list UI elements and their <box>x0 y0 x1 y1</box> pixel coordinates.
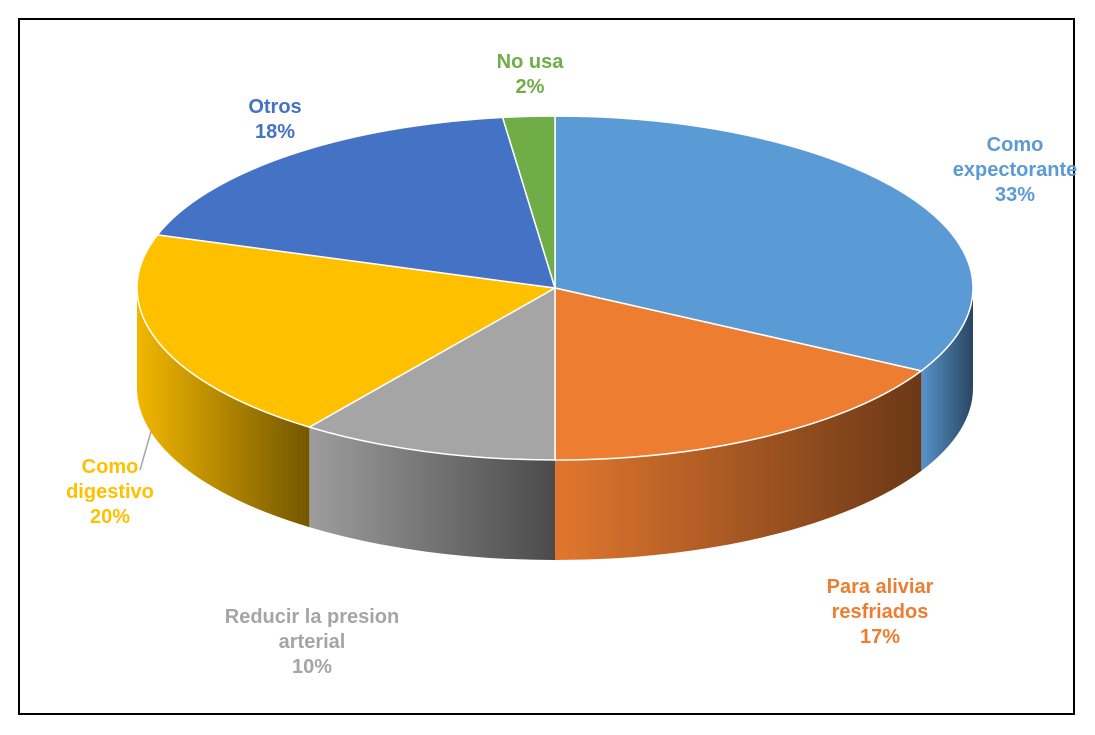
leader-line <box>139 427 153 471</box>
value-label: 18% <box>254 121 296 143</box>
slice <box>156 116 557 289</box>
slice <box>307 286 556 461</box>
category-label: Otros <box>248 96 302 118</box>
data-label: No usa 2% <box>480 50 580 100</box>
category-label: Como digestivo <box>66 456 154 503</box>
side-shade <box>921 288 973 471</box>
slice <box>136 234 558 428</box>
slice <box>554 287 924 461</box>
data-label: Como digestivo 20% <box>55 455 165 530</box>
category-label: Como expectorante <box>952 134 1078 181</box>
value-label: 2% <box>515 76 545 98</box>
data-label: Otros 18% <box>230 95 320 145</box>
value-label: 10% <box>291 656 333 678</box>
category-label: Para aliviar resfriados <box>826 576 934 623</box>
value-label: 33% <box>994 184 1036 206</box>
category-label: No usa <box>496 51 564 73</box>
data-label: Reducir la presion arterial 10% <box>212 605 412 680</box>
side-shade <box>136 288 310 528</box>
chart-frame <box>18 18 1075 715</box>
slice <box>554 115 974 372</box>
data-label: Para aliviar resfriados 17% <box>795 575 965 650</box>
category-label: Reducir la presion arterial <box>224 606 400 653</box>
value-label: 17% <box>859 626 901 648</box>
side-shade <box>309 427 555 560</box>
slice <box>501 115 556 289</box>
data-label: Como expectorante 33% <box>935 133 1095 208</box>
value-label: 20% <box>89 506 131 528</box>
